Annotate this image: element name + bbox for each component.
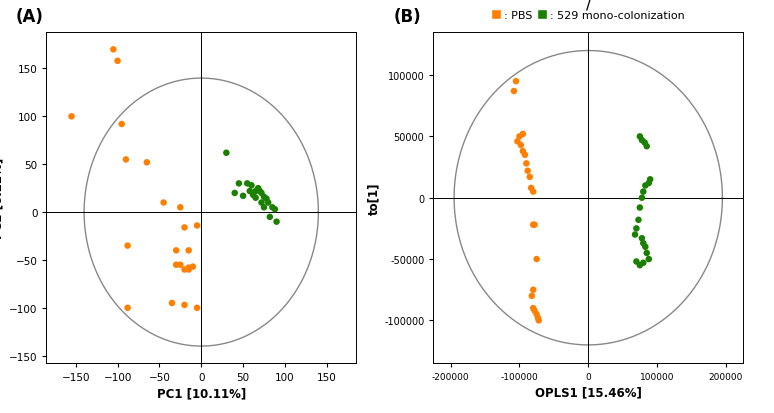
Point	[244, 188, 256, 195]
Point	[517, 131, 529, 138]
Point	[264, 214, 276, 221]
Point	[247, 192, 259, 199]
Point	[517, 148, 529, 155]
Point	[237, 193, 249, 199]
Point	[639, 140, 651, 147]
Point	[515, 142, 527, 149]
Point	[639, 244, 652, 251]
Point	[637, 189, 649, 195]
Point	[628, 232, 641, 238]
Point	[634, 134, 646, 140]
Point	[170, 262, 183, 268]
Point	[178, 225, 190, 231]
Point	[508, 88, 520, 95]
Point	[241, 180, 253, 187]
Point	[183, 265, 195, 271]
Point	[270, 219, 283, 225]
Point	[529, 222, 541, 228]
Point	[255, 190, 268, 197]
Point	[520, 161, 533, 167]
Point	[527, 287, 539, 293]
Text: /: /	[586, 0, 591, 12]
Point	[266, 204, 279, 211]
Point	[174, 262, 187, 268]
X-axis label: OPLS1 [15.46%]: OPLS1 [15.46%]	[535, 386, 642, 399]
Point	[529, 308, 541, 314]
Point	[111, 58, 124, 65]
Point	[634, 205, 646, 211]
Legend: : PBS, : 529 mono-colonization: : PBS, : 529 mono-colonization	[491, 11, 685, 21]
Point	[120, 157, 132, 164]
Point	[510, 79, 522, 85]
Point	[525, 185, 537, 192]
Point	[632, 217, 645, 223]
Point	[530, 256, 543, 263]
Point	[178, 266, 190, 273]
Point	[513, 134, 526, 140]
Point	[191, 305, 204, 311]
Point	[526, 293, 538, 299]
Point	[511, 139, 523, 145]
Point	[187, 263, 199, 270]
Point	[252, 185, 265, 192]
Point	[635, 195, 648, 202]
Point	[258, 204, 270, 211]
Point	[634, 262, 646, 269]
Point	[254, 188, 266, 195]
X-axis label: PC1 [10.11%]: PC1 [10.11%]	[156, 387, 246, 399]
Point	[178, 302, 190, 309]
Point	[174, 204, 187, 211]
Point	[635, 138, 648, 144]
Point	[527, 305, 539, 312]
Point	[522, 168, 534, 175]
Point	[183, 266, 195, 273]
Point	[183, 247, 195, 254]
Point	[107, 47, 119, 54]
Y-axis label: to[1]: to[1]	[367, 182, 380, 214]
Text: (A): (A)	[15, 9, 43, 26]
Point	[637, 260, 649, 266]
Point	[641, 250, 653, 256]
Point	[269, 206, 281, 213]
Point	[245, 183, 258, 189]
Point	[122, 243, 134, 249]
Point	[220, 150, 232, 157]
Text: (B): (B)	[393, 9, 421, 26]
Point	[249, 195, 262, 202]
Point	[630, 225, 642, 232]
Point	[637, 240, 649, 247]
Point	[519, 152, 531, 159]
Point	[65, 114, 77, 120]
Y-axis label: PC2 [6.22%]: PC2 [6.22%]	[0, 158, 5, 239]
Point	[527, 222, 539, 228]
Point	[249, 188, 262, 195]
Point	[523, 174, 536, 181]
Point	[642, 180, 655, 187]
Point	[639, 183, 652, 189]
Point	[644, 177, 656, 183]
Point	[115, 121, 128, 128]
Point	[532, 315, 544, 321]
Point	[170, 247, 183, 254]
Point	[260, 196, 272, 202]
Point	[258, 194, 270, 201]
Point	[630, 259, 642, 265]
Point	[166, 300, 178, 306]
Point	[262, 200, 274, 206]
Point	[533, 317, 545, 324]
Point	[228, 190, 241, 197]
Point	[122, 305, 134, 311]
Point	[233, 180, 245, 187]
Point	[527, 189, 539, 195]
Point	[191, 223, 204, 229]
Point	[641, 144, 653, 150]
Point	[157, 200, 170, 206]
Point	[141, 159, 153, 166]
Point	[255, 200, 268, 206]
Point	[642, 256, 655, 263]
Point	[530, 311, 543, 318]
Point	[635, 235, 648, 242]
